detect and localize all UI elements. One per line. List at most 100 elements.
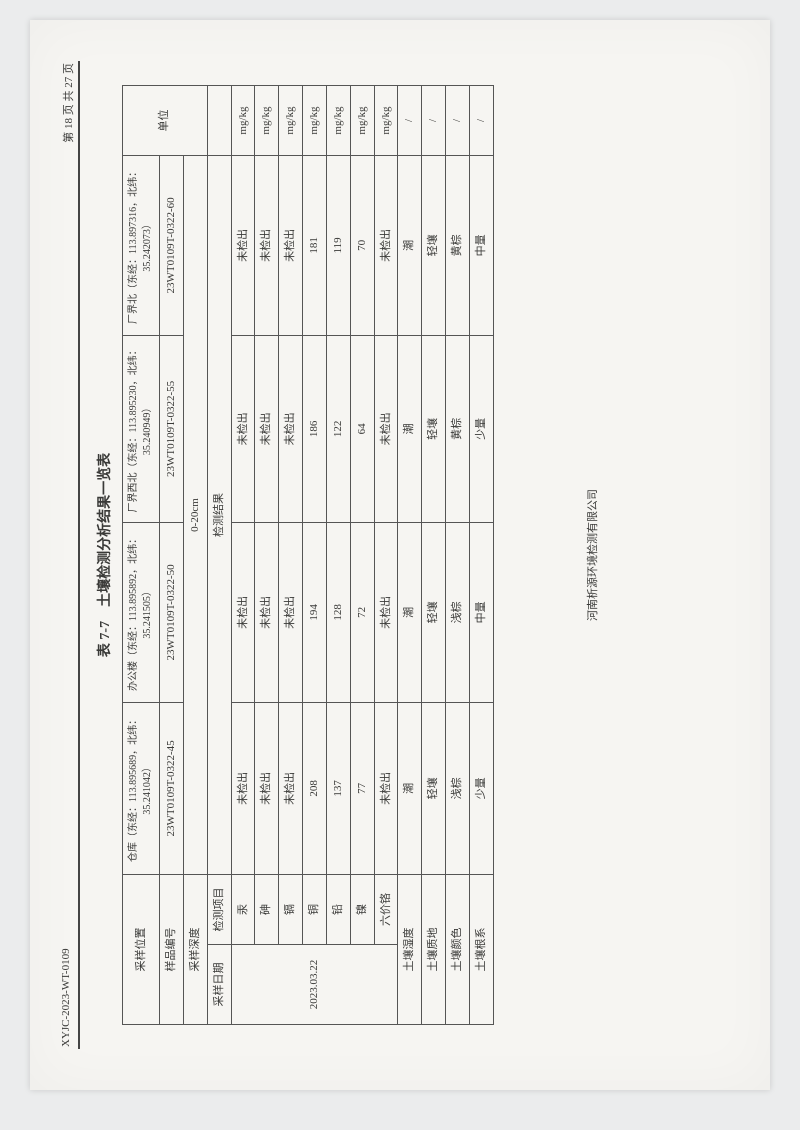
col2-location: 厂界西北（东经：113.895230，北纬：35.240949） xyxy=(123,335,160,522)
cell: 中量 xyxy=(469,156,493,336)
col2-sampleno: 23WT0109T-0322-55 xyxy=(160,335,184,522)
property-row: 土壤颜色 浅棕 浅棕 黄棕 黄棕 / xyxy=(446,86,470,1025)
cell: 77 xyxy=(350,702,374,874)
row-sample-no: 样品编号 23WT0109T-0322-45 23WT0109T-0322-50… xyxy=(160,86,184,1025)
cell: 70 xyxy=(350,156,374,336)
cell-unit: mg/kg xyxy=(231,86,255,156)
row-depth: 采样深度 0-20cm xyxy=(183,86,207,1025)
cell: 128 xyxy=(326,523,350,703)
cell: 潮 xyxy=(398,702,422,874)
cell: 轻壤 xyxy=(422,702,446,874)
analyte-row: 镍 77 72 64 70 mg/kg xyxy=(350,86,374,1025)
analyte-row: 六价铬 未检出 未检出 未检出 未检出 mg/kg xyxy=(374,86,398,1025)
landscape-content: XYJC-2023-WT-0109 第 18 页 共 27 页 表 7-7 土壤… xyxy=(60,55,740,1055)
cell-unit: mg/kg xyxy=(350,86,374,156)
cell: 潮 xyxy=(398,523,422,703)
analyte-row: 2023.03.22 汞 未检出 未检出 未检出 未检出 mg/kg xyxy=(231,86,255,1025)
cell: 未检出 xyxy=(255,702,279,874)
cell-unit: / xyxy=(422,86,446,156)
cell: 未检出 xyxy=(231,156,255,336)
cell: 未检出 xyxy=(279,335,303,522)
cell: 未检出 xyxy=(374,335,398,522)
cell-unit: mg/kg xyxy=(374,86,398,156)
label-soil-humidity: 土壤湿度 xyxy=(398,875,422,1025)
cell: 未检出 xyxy=(279,702,303,874)
label-sampling-location: 采样位置 xyxy=(123,875,160,1025)
analyte-name: 六价铬 xyxy=(374,875,398,945)
property-row: 土壤湿度 潮 潮 潮 潮 / xyxy=(398,86,422,1025)
cell: 轻壤 xyxy=(422,335,446,522)
cell: 未检出 xyxy=(255,156,279,336)
page-number: 第 18 页 共 27 页 xyxy=(60,63,76,143)
col3-sampleno: 23WT0109T-0322-60 xyxy=(160,156,184,336)
cell-unit: mg/kg xyxy=(255,86,279,156)
cell: 黄棕 xyxy=(446,335,470,522)
analyte-name: 镉 xyxy=(279,875,303,945)
cell: 未检出 xyxy=(231,523,255,703)
analyte-name: 汞 xyxy=(231,875,255,945)
cell: 186 xyxy=(303,335,327,522)
cell: 浅棕 xyxy=(446,523,470,703)
cell: 未检出 xyxy=(279,156,303,336)
label-soil-color: 土壤颜色 xyxy=(446,875,470,1025)
cell: 黄棕 xyxy=(446,156,470,336)
cell: 潮 xyxy=(398,335,422,522)
depth-value: 0-20cm xyxy=(183,156,207,875)
cell: 未检出 xyxy=(255,523,279,703)
cell: 轻壤 xyxy=(422,156,446,336)
col0-location: 仓库（东经：113.895689，北纬：35.241042） xyxy=(123,702,160,874)
analyte-name: 镍 xyxy=(350,875,374,945)
label-unit: 单位 xyxy=(123,86,208,156)
col0-sampleno: 23WT0109T-0322-45 xyxy=(160,702,184,874)
row-location: 采样位置 仓库（东经：113.895689，北纬：35.241042） 办公楼（… xyxy=(123,86,160,1025)
cell: 72 xyxy=(350,523,374,703)
cell: 181 xyxy=(303,156,327,336)
cell: 未检出 xyxy=(374,523,398,703)
cell: 未检出 xyxy=(255,335,279,522)
row-subheader: 采样日期 检测项目 检测结果 xyxy=(207,86,231,1025)
property-row: 土壤质地 轻壤 轻壤 轻壤 轻壤 / xyxy=(422,86,446,1025)
company-footer: 河南析源环境检测有限公司 xyxy=(584,55,600,1055)
cell-unit: / xyxy=(398,86,422,156)
analyte-name: 铜 xyxy=(303,875,327,945)
cell-unit: mg/kg xyxy=(326,86,350,156)
cell: 未检出 xyxy=(231,335,255,522)
label-sampling-date: 采样日期 xyxy=(207,945,231,1025)
analyte-row: 镉 未检出 未检出 未检出 未检出 mg/kg xyxy=(279,86,303,1025)
cell: 未检出 xyxy=(374,702,398,874)
analyte-row: 铅 137 128 122 119 mg/kg xyxy=(326,86,350,1025)
col1-location: 办公楼（东经：113.895892，北纬：35.241505） xyxy=(123,523,160,703)
label-test-result: 检测结果 xyxy=(207,156,231,875)
cell: 64 xyxy=(350,335,374,522)
label-sampling-depth: 采样深度 xyxy=(183,875,207,1025)
cell-unit: / xyxy=(469,86,493,156)
cell-unit: mg/kg xyxy=(279,86,303,156)
cell: 少量 xyxy=(469,702,493,874)
cell: 119 xyxy=(326,156,350,336)
scanned-page: XYJC-2023-WT-0109 第 18 页 共 27 页 表 7-7 土壤… xyxy=(30,20,770,1090)
label-soil-texture: 土壤质地 xyxy=(422,875,446,1025)
cell: 122 xyxy=(326,335,350,522)
cell: 少量 xyxy=(469,335,493,522)
cell: 未检出 xyxy=(374,156,398,336)
analyte-name: 铅 xyxy=(326,875,350,945)
cell-unit: mg/kg xyxy=(303,86,327,156)
cell: 浅棕 xyxy=(446,702,470,874)
doc-number: XYJC-2023-WT-0109 xyxy=(60,948,76,1047)
table-title: 表 7-7 土壤检测分析结果一览表 xyxy=(94,55,114,1055)
cell: 潮 xyxy=(398,156,422,336)
cell: 中量 xyxy=(469,523,493,703)
cell: 208 xyxy=(303,702,327,874)
cell: 未检出 xyxy=(279,523,303,703)
analyte-row: 砷 未检出 未检出 未检出 未检出 mg/kg xyxy=(255,86,279,1025)
page-header: XYJC-2023-WT-0109 第 18 页 共 27 页 xyxy=(60,55,78,1055)
cell: 137 xyxy=(326,702,350,874)
col1-sampleno: 23WT0109T-0322-50 xyxy=(160,523,184,703)
cell: 194 xyxy=(303,523,327,703)
unit-blank xyxy=(207,86,231,156)
property-row: 土壤根系 少量 中量 少量 中量 / xyxy=(469,86,493,1025)
cell: 轻壤 xyxy=(422,523,446,703)
soil-result-table: 采样位置 仓库（东经：113.895689，北纬：35.241042） 办公楼（… xyxy=(122,85,494,1025)
label-soil-roots: 土壤根系 xyxy=(469,875,493,1025)
cell-unit: / xyxy=(446,86,470,156)
